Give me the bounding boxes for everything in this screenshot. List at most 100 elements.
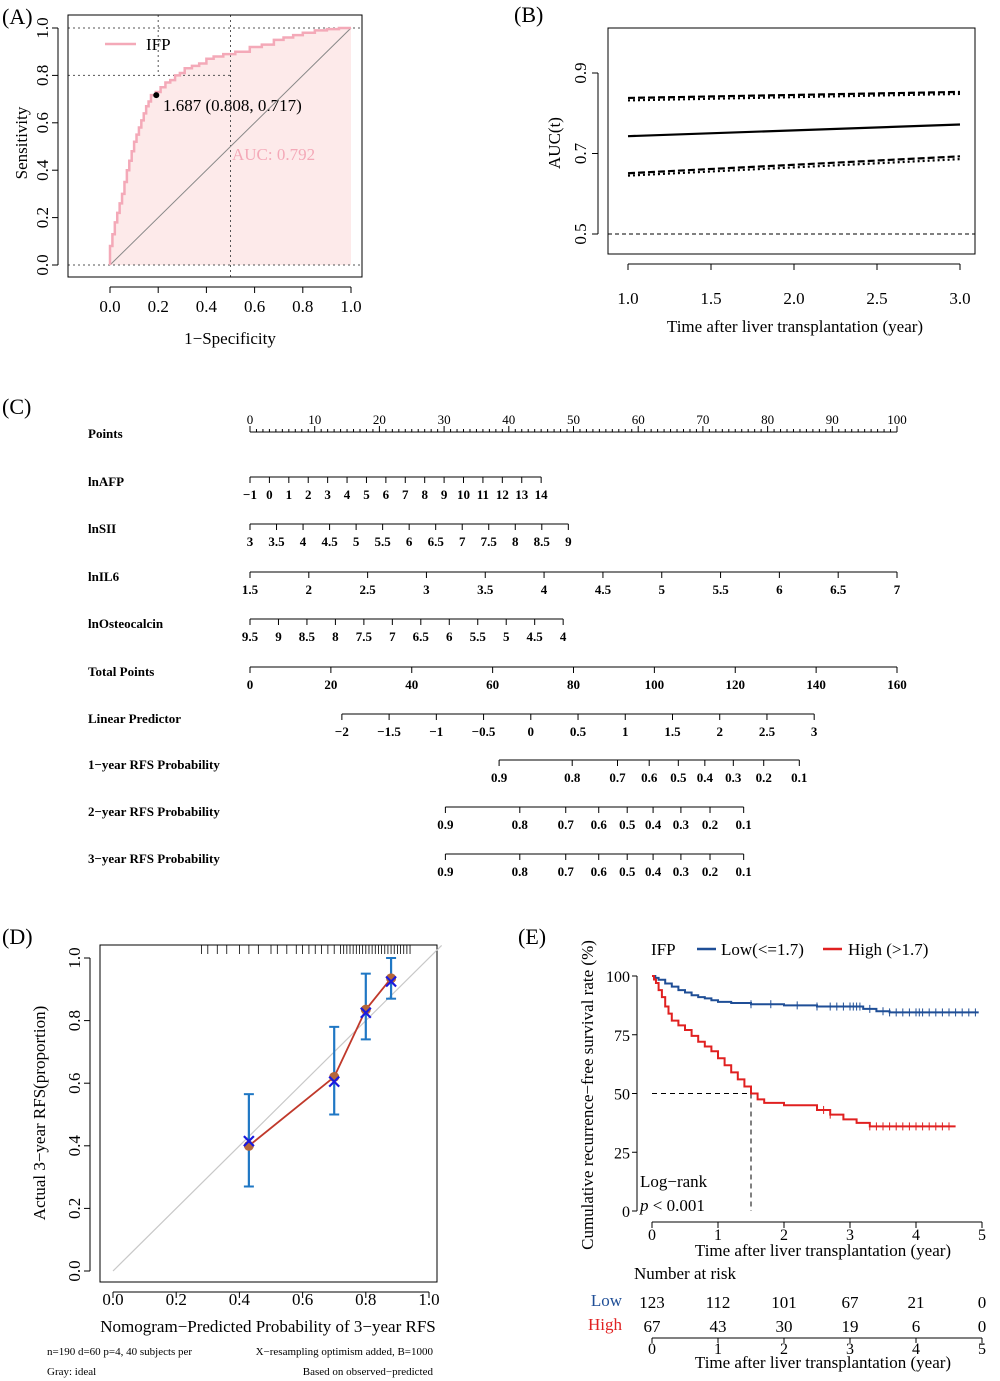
c-tick-label: 0.4 [697,770,714,785]
c-row-label: Total Points [88,664,154,679]
b-series-line-1 [627,90,961,100]
c-row-label: lnIL6 [88,569,120,584]
e-x-tick-label: 2 [780,1227,788,1244]
c-tick-label: 7.5 [481,534,498,549]
c-tick-label: 8 [332,629,339,644]
e-pvalue-p: p [639,1196,649,1215]
e-risk-row-label: High [588,1315,623,1334]
a-x-axis-label: 1−Specificity [184,329,276,348]
c-tick-label: 30 [438,412,451,427]
c-tick-label: 8 [421,487,428,502]
c-tick-label: 4.5 [527,629,544,644]
c-tick-label: 0.8 [564,770,581,785]
c-tick-label: 13 [515,487,529,502]
a-x-tick-label: 0.2 [148,297,169,316]
c-tick-label: 0.3 [673,817,690,832]
a-reference-diagonal [109,27,352,266]
c-tick-label: 0.6 [641,770,658,785]
b-x-axis-label: Time after liver transplantation (year) [667,317,923,336]
c-tick-label: 5.5 [470,629,487,644]
c-tick-label: 14 [535,487,549,502]
e-risk-x-tick-label: 2 [780,1341,788,1358]
e-risk-x-tick-label: 1 [714,1341,722,1358]
b-x-tick-label: 1.5 [700,289,721,308]
a-x-tick-label: 0.0 [99,297,120,316]
c-tick-label: 6.5 [413,629,430,644]
c-tick-label: 0.5 [619,817,636,832]
e-y-tick-label: 0 [622,1204,630,1221]
c-tick-label: 1.5 [664,724,681,739]
e-y-tick-label: 25 [614,1145,630,1162]
e-logrank-label: Log−rank [640,1172,708,1191]
a-roc-curve [108,26,351,265]
e-legend-low: Low(<=1.7) [721,940,804,959]
panel-a-roc: (A) IFP 1.687 (0.808, 0.717) AUC: 0.792 … [2,4,363,348]
panel-b-time-auc: (B) Time after liver transplantation (ye… [514,2,976,336]
e-risk-value: 6 [912,1317,921,1336]
c-tick-label: 6 [383,487,390,502]
e-x-tick-label: 3 [846,1227,854,1244]
c-tick-label: 100 [887,412,907,427]
c-tick-label: 20 [324,677,337,692]
c-row-label: Linear Predictor [88,711,181,726]
c-tick-label: 3 [811,724,818,739]
c-row-label: 2−year RFS Probability [88,804,220,819]
e-risk-value: 19 [842,1317,859,1336]
c-tick-label: 5 [659,582,666,597]
c-tick-label: 0.6 [591,817,608,832]
d-y-tick-label: 0.2 [65,1198,84,1219]
c-tick-label: 6 [776,582,783,597]
c-tick-label: 0.9 [437,817,454,832]
e-y-tick-label: 75 [614,1028,630,1045]
a-auc-label: AUC: 0.792 [232,145,315,164]
c-tick-label: 1 [622,724,629,739]
e-risk-value: 101 [771,1293,797,1312]
c-row-label: 3−year RFS Probability [88,851,220,866]
d-x-tick-label: 0.4 [229,1290,251,1309]
c-tick-label: 0.7 [609,770,626,785]
b-series-line-4 [627,158,961,177]
e-risk-x-tick-label: 4 [912,1341,920,1358]
c-tick-label: 6 [446,629,453,644]
c-tick-label: 1 [286,487,293,502]
e-y-axis-label: Cumulative recurrence−free survival rate… [578,940,597,1250]
d-ideal-line [112,945,443,1272]
c-tick-label: 8 [512,534,519,549]
a-x-tick-label: 0.4 [196,297,218,316]
c-tick-label: 0.8 [512,817,529,832]
panel-label-e: (E) [518,924,546,949]
d-y-axis-label: Actual 3−year RFS(proportion) [30,1006,49,1221]
c-tick-label: 4.5 [595,582,612,597]
c-tick-label: 3.5 [268,534,285,549]
c-row-label: lnOsteocalcin [88,616,164,631]
e-risk-value: 112 [706,1293,731,1312]
d-x-tick-label: 0.2 [166,1290,187,1309]
e-risk-value: 30 [776,1317,793,1336]
c-tick-label: 0.4 [645,864,662,879]
c-tick-label: 0 [247,677,254,692]
e-y-tick-label: 50 [614,1087,630,1104]
c-tick-label: 1.5 [242,582,259,597]
d-observed-line [248,977,392,1147]
a-y-tick-label: 0.8 [33,65,52,86]
c-tick-label: 10 [457,487,470,502]
c-tick-label: 5 [503,629,510,644]
e-x-tick-label: 4 [912,1227,920,1244]
c-row-label: 1−year RFS Probability [88,757,220,772]
d-corrected-point [328,1075,340,1088]
e-pvalue-rest: < 0.001 [649,1196,705,1215]
c-tick-label: 0.2 [702,864,718,879]
c-tick-label: 0.1 [736,864,752,879]
e-y-tick-label: 100 [606,969,630,986]
d-footnote-right2: Based on observed−predicted [303,1366,434,1378]
c-tick-label: 0.1 [791,770,807,785]
e-x-tick-label: 5 [978,1227,986,1244]
d-observed-point [360,1004,371,1015]
c-tick-label: −1 [429,724,443,739]
c-tick-label: 40 [502,412,515,427]
c-tick-label: 3.5 [477,582,494,597]
b-x-tick-label: 3.0 [949,289,970,308]
d-plot-frame [99,944,438,1283]
b-y-axis-label: AUC(t) [545,117,564,169]
e-risk-value: 43 [710,1317,727,1336]
